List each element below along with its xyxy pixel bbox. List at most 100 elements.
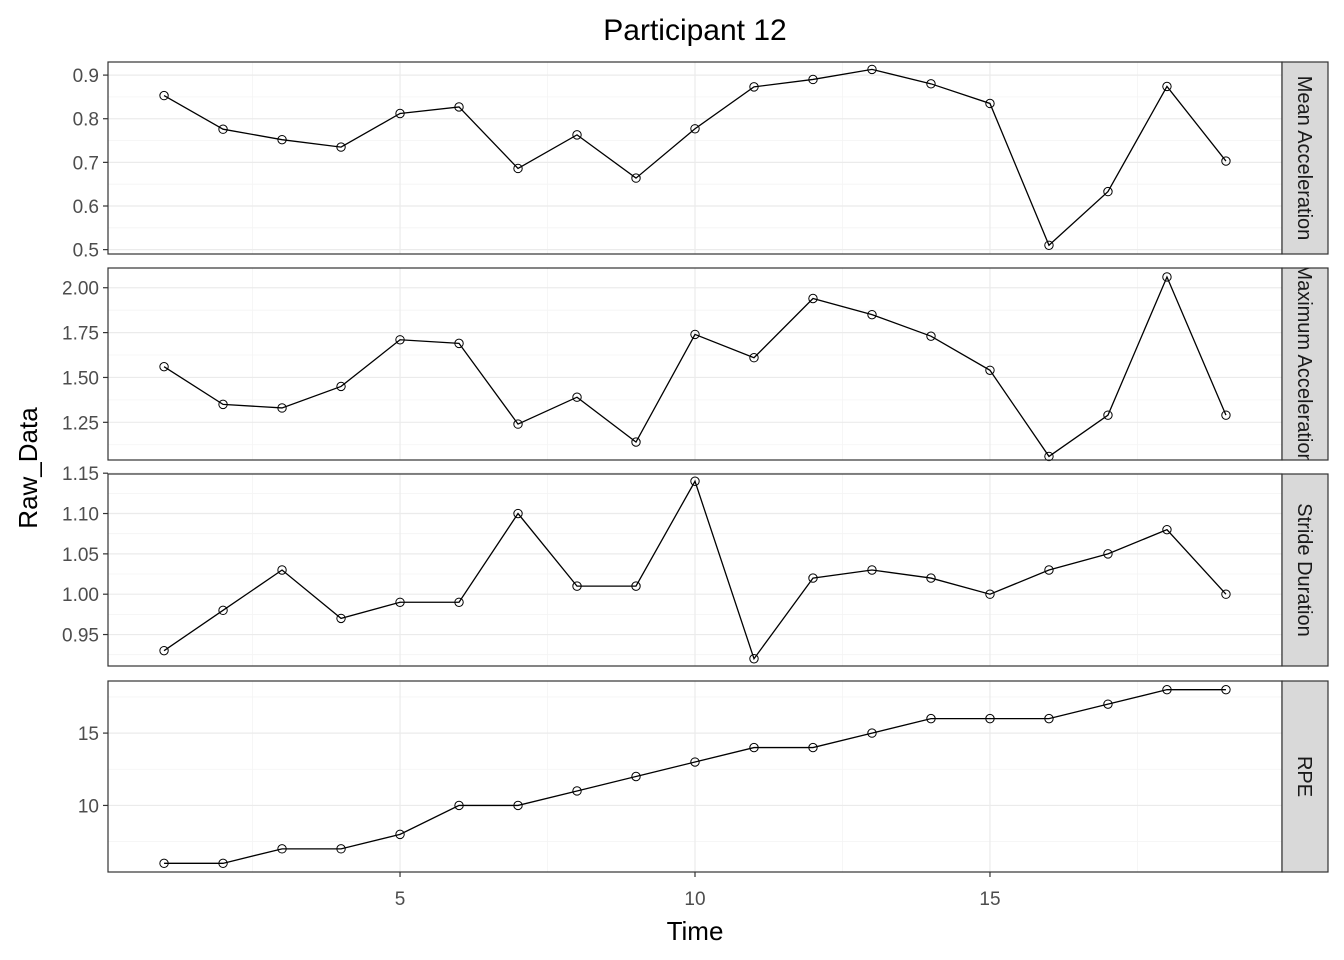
data-point [926, 713, 936, 724]
data-point [867, 64, 877, 75]
data-point [985, 589, 995, 599]
data-point [454, 597, 464, 607]
y-tick-label: 0.7 [73, 153, 99, 174]
data-point [631, 173, 641, 183]
data-point [1044, 240, 1054, 250]
facet-strip-label-group: Stride Duration [1293, 503, 1315, 636]
data-point [631, 771, 641, 782]
y-tick-label: 1.00 [62, 585, 99, 606]
data-point [808, 74, 818, 85]
data-point [926, 331, 936, 341]
facet-strip-label-group: Maximum Acceleration [1293, 263, 1315, 464]
y-tick-label: 15 [78, 724, 99, 745]
data-point [513, 419, 523, 429]
data-point [277, 844, 287, 854]
data-point [572, 786, 582, 796]
data-point [926, 573, 936, 583]
data-point [1221, 589, 1231, 599]
y-tick-label: 0.9 [73, 66, 99, 87]
data-point [218, 605, 228, 616]
series-line [164, 689, 1226, 864]
y-tick-label: 0.8 [73, 110, 99, 131]
y-tick-label: 1.25 [62, 413, 99, 434]
data-point [1044, 451, 1054, 462]
facet-strip [1281, 680, 1329, 873]
data-point [159, 858, 169, 869]
y-tick-label: 1.50 [62, 368, 99, 389]
data-point [690, 124, 700, 134]
data-point [159, 90, 169, 101]
series-line [163, 479, 1227, 661]
y-axis-title: Raw_Data [13, 407, 43, 529]
data-point [572, 581, 582, 591]
data-point [336, 613, 346, 624]
data-point [808, 573, 818, 583]
data-point [1221, 684, 1231, 695]
data-point [218, 399, 228, 410]
data-point [336, 844, 346, 854]
data-point [1162, 272, 1172, 282]
data-point [159, 645, 169, 656]
x-axis: 5 10 15 [395, 872, 1001, 910]
y-tick-label: 1.05 [62, 545, 99, 566]
x-tick-label: 15 [979, 889, 1000, 910]
facet-2: 0.95 1.00 1.05 1.10 1.15 Stride Duration [62, 464, 1329, 667]
data-point [1162, 524, 1172, 535]
series-line [163, 275, 1227, 458]
data-point [159, 361, 169, 372]
data-point [985, 98, 995, 109]
data-point [1221, 156, 1231, 166]
facet-1: 1.25 1.50 1.75 2.00 Maximum Acceleration [62, 263, 1329, 464]
data-point [454, 102, 464, 112]
y-tick-label: 10 [78, 796, 99, 817]
data-point [1103, 410, 1113, 420]
data-point [395, 108, 405, 119]
y-tick-label: 1.10 [62, 505, 99, 526]
x-tick-label: 10 [684, 889, 705, 910]
facet-strip-label: Maximum Acceleration [1293, 263, 1315, 464]
data-point [513, 508, 523, 519]
data-point [1162, 81, 1172, 92]
data-point [336, 381, 346, 392]
data-point [1221, 410, 1231, 420]
facet-strip-label: RPE [1293, 756, 1315, 797]
data-point [1103, 186, 1113, 197]
data-point [218, 124, 228, 134]
data-point [1103, 699, 1113, 709]
data-point [926, 79, 936, 89]
data-point [808, 742, 818, 753]
data-point [985, 365, 995, 375]
facet-strip-label: Mean Acceleration [1293, 76, 1315, 241]
data-point [218, 858, 228, 869]
data-point [277, 134, 287, 145]
data-point [690, 476, 700, 486]
facet-strip [1281, 267, 1329, 461]
data-point [631, 581, 641, 591]
facet-strip-label-group: RPE [1293, 756, 1315, 797]
series-line [163, 68, 1227, 247]
facet-0: 0.5 0.6 0.7 0.8 0.9 Mean Acceleration [73, 61, 1329, 262]
data-point [454, 338, 464, 349]
data-point [867, 565, 877, 575]
data-point [749, 742, 759, 753]
data-point [1044, 565, 1054, 575]
data-point [277, 403, 287, 413]
facet-strip [1281, 473, 1329, 667]
y-tick-label: 0.95 [62, 626, 99, 647]
data-point [513, 800, 523, 811]
data-point [572, 130, 582, 140]
chart-title: Participant 12 [603, 14, 786, 47]
data-point [1044, 713, 1054, 724]
data-point [336, 142, 346, 152]
data-point [1162, 684, 1172, 695]
y-tick-label: 2.00 [62, 279, 99, 300]
y-tick-label: 1.75 [62, 324, 99, 345]
facet-panels: 0.5 0.6 0.7 0.8 0.9 Mean Acceleration 1.25 1.50… [62, 61, 1329, 873]
data-point [749, 654, 759, 664]
facet-3: 10 15 RPE [78, 680, 1329, 873]
data-point [749, 353, 759, 363]
data-point [985, 713, 995, 724]
x-axis-title: Time [667, 916, 724, 946]
data-point [690, 329, 700, 340]
